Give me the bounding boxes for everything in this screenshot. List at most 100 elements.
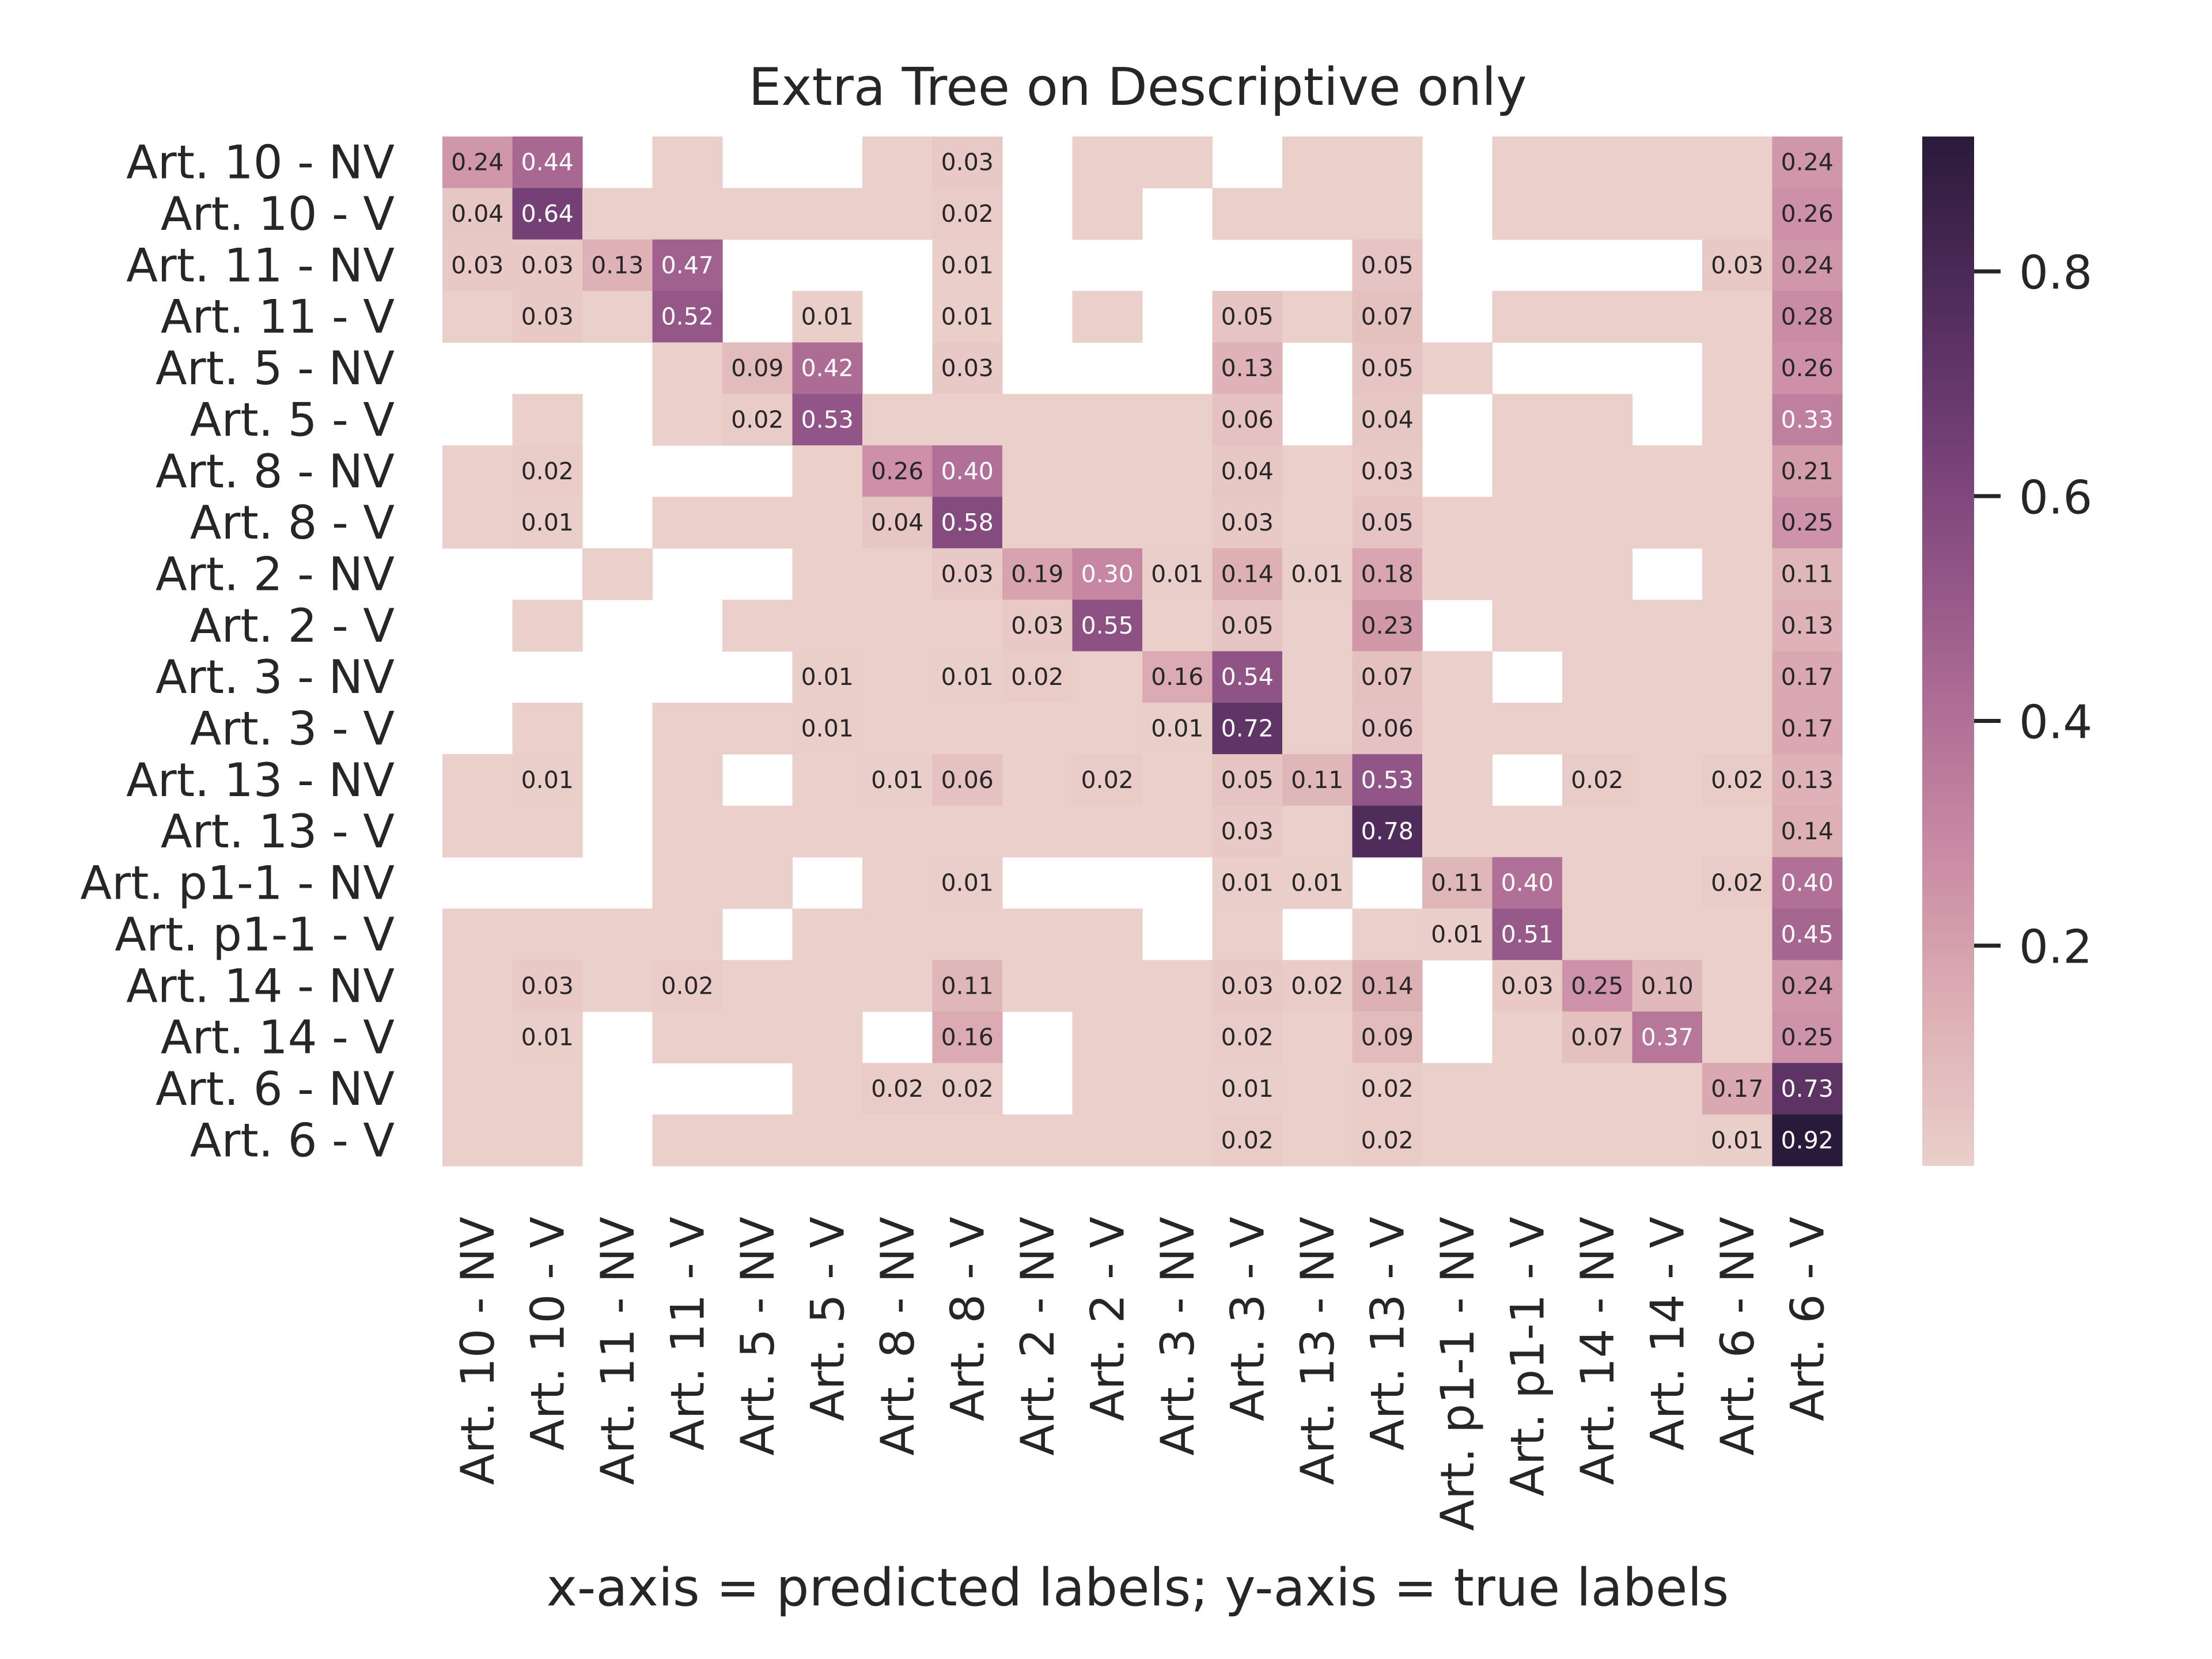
x-tick-label: Art. 2 - V (1081, 1217, 1134, 1421)
heatmap-cell-labels: 0.24 0.44 0.03 0.24 0.04 0.64 0.02 0.26 0.03 0.03… (451, 149, 1834, 1154)
heatmap-cell (932, 291, 1003, 343)
heatmap-cell (442, 445, 513, 498)
heatmap-cell (862, 960, 933, 1012)
y-tick-label: Art. 8 - NV (156, 445, 395, 498)
cell-value-label: 0.01 (801, 303, 854, 331)
heatmap-cell (1702, 908, 1773, 961)
heatmap-cell (582, 239, 653, 291)
heatmap-cell (652, 702, 723, 755)
heatmap-cell (722, 960, 793, 1012)
cell-value-label: 0.07 (1571, 1024, 1623, 1051)
cell-value-label: 0.73 (1781, 1075, 1834, 1103)
heatmap-cell (512, 1114, 583, 1166)
heatmap-cell (1772, 137, 1843, 188)
heatmap-cell (722, 497, 793, 549)
heatmap-cell (1142, 445, 1213, 498)
heatmap-cell (1562, 651, 1633, 703)
cell-value-label: 0.26 (871, 457, 923, 485)
heatmap-cell (1352, 1063, 1423, 1115)
heatmap-cell (792, 600, 863, 652)
cell-value-label: 0.02 (1361, 1126, 1414, 1154)
cell-value-label: 0.01 (1221, 1075, 1274, 1103)
heatmap-cell (1632, 497, 1703, 549)
heatmap-cell (1702, 445, 1773, 498)
heatmap-cell (1772, 857, 1843, 909)
cell-value-label: 0.16 (1151, 663, 1203, 691)
cell-value-label: 0.05 (1221, 303, 1274, 331)
y-tick-label: Art. 13 - NV (126, 753, 395, 807)
x-axis-label: x-axis = predicted labels; y-axis = true… (547, 1558, 1729, 1618)
colorbar-ticks: 0.2 0.4 0.6 0.8 (1974, 246, 2092, 974)
heatmap-cell (1772, 600, 1843, 652)
heatmap-cell (442, 137, 513, 188)
heatmap-cell (1702, 239, 1773, 291)
heatmap-cell (1212, 857, 1283, 909)
cell-value-label: 0.02 (871, 1075, 923, 1103)
heatmap-cell (1772, 1114, 1843, 1166)
heatmap-cell (1562, 445, 1633, 498)
heatmap-cell (792, 754, 863, 806)
heatmap-cell (512, 1063, 583, 1115)
cell-value-label: 0.02 (1081, 766, 1134, 794)
heatmap-cell (932, 857, 1003, 909)
heatmap-cell (1282, 600, 1353, 652)
cell-value-label: 0.72 (1221, 715, 1274, 743)
heatmap-cell (1282, 857, 1353, 909)
heatmap-cell (932, 805, 1003, 858)
heatmap-cell (442, 754, 513, 806)
heatmap-cell (1772, 291, 1843, 343)
heatmap-cell (1772, 702, 1843, 755)
heatmap-cell (1562, 600, 1633, 652)
cell-value-label: 0.28 (1781, 303, 1834, 331)
heatmap-cell (1632, 702, 1703, 755)
cell-value-label: 0.01 (941, 663, 994, 691)
heatmap-cell (1002, 548, 1073, 600)
heatmap-cell (1492, 908, 1563, 961)
cell-value-label: 0.05 (1221, 766, 1274, 794)
cell-value-label: 0.07 (1361, 663, 1414, 691)
heatmap-cell (1702, 960, 1773, 1012)
cell-value-label: 0.03 (521, 972, 574, 999)
colorbar-tick-label: 0.8 (2019, 246, 2092, 300)
heatmap-cell (1772, 805, 1843, 858)
heatmap-cell (1562, 702, 1633, 755)
heatmap-cell (1492, 1114, 1563, 1166)
heatmap-cell (652, 188, 723, 240)
heatmap-cell (1702, 651, 1773, 703)
cell-value-label: 0.04 (1361, 406, 1414, 433)
cell-value-label: 0.21 (1781, 457, 1834, 485)
heatmap-cell (792, 1063, 863, 1115)
heatmap-cell (1212, 960, 1283, 1012)
heatmap-cell (1352, 1011, 1423, 1063)
heatmap-cell (1072, 805, 1143, 858)
cell-value-label: 0.02 (661, 972, 714, 999)
heatmap-cell (1352, 908, 1423, 961)
heatmap-cell (862, 1063, 933, 1115)
heatmap-cell (1772, 342, 1843, 395)
heatmap-cell (1142, 702, 1213, 755)
y-tick-label: Art. p1-1 - NV (80, 857, 395, 910)
heatmap-cell (1632, 291, 1703, 343)
x-axis-tick-labels: Art. 10 - NV Art. 10 - V Art. 11 - NV Art. … (451, 1217, 1835, 1531)
heatmap-cell (1632, 805, 1703, 858)
y-tick-label: Art. 5 - V (190, 393, 395, 446)
cell-value-label: 0.16 (941, 1024, 994, 1051)
cell-value-label: 0.52 (661, 303, 714, 331)
heatmap-cell (512, 137, 583, 188)
cell-value-label: 0.17 (1711, 1075, 1763, 1103)
heatmap-cell (932, 393, 1003, 446)
cell-value-label: 0.05 (1361, 354, 1414, 382)
heatmap-cell (862, 188, 933, 240)
heatmap-cell (1212, 754, 1283, 806)
heatmap-cell (1632, 137, 1703, 188)
heatmap-cell (1072, 1063, 1143, 1115)
heatmap-cell (1632, 445, 1703, 498)
heatmap-cell (932, 651, 1003, 703)
y-tick-label: Art. 10 - NV (126, 136, 395, 190)
heatmap-cell (1352, 137, 1423, 188)
heatmap-cell (1492, 548, 1563, 600)
heatmap-cell (442, 805, 513, 858)
heatmap-cell (862, 805, 933, 858)
heatmap-cell (1142, 960, 1213, 1012)
